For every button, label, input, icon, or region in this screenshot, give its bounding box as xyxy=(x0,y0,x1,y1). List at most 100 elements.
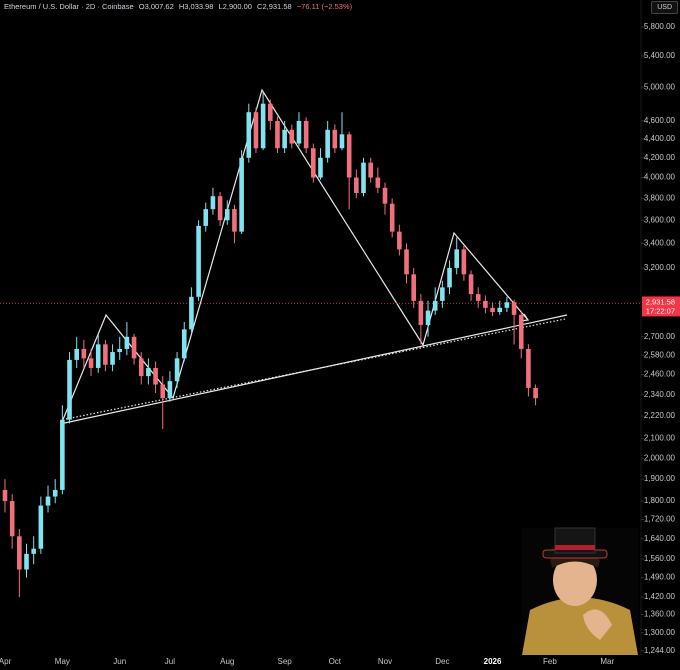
candle-body xyxy=(160,384,166,399)
candle-body xyxy=(239,157,244,232)
candle-body xyxy=(110,352,115,365)
candle-body xyxy=(526,348,531,388)
x-tick-label: 2026 xyxy=(484,657,502,666)
x-tick-label: Feb xyxy=(543,657,557,666)
candle-body xyxy=(174,358,180,382)
price-label-box xyxy=(642,296,680,317)
candle-body xyxy=(418,300,424,325)
y-tick-label: 3,400.00 xyxy=(644,238,676,247)
candle-body xyxy=(375,177,381,188)
candle-body xyxy=(389,203,395,232)
y-tick-label: 2,460.00 xyxy=(644,370,676,379)
candle-body xyxy=(361,162,366,194)
candle-body xyxy=(447,267,452,288)
candle-body xyxy=(454,249,460,268)
candle-body xyxy=(475,294,481,301)
candle-body xyxy=(511,302,517,315)
candle-body xyxy=(103,344,108,365)
candle-body xyxy=(296,120,302,144)
ohlc-low: L2,900.00 xyxy=(218,2,252,11)
x-tick-label: Mar xyxy=(600,657,614,666)
ohlc-high: H3,033.98 xyxy=(178,2,214,11)
candle-body xyxy=(74,348,79,360)
y-tick-label: 4,400.00 xyxy=(644,134,676,143)
y-tick-label: 3,800.00 xyxy=(644,193,676,202)
x-tick-label: Sep xyxy=(278,657,293,666)
y-tick-label: 1,720.00 xyxy=(644,515,676,524)
candle-body xyxy=(339,134,345,149)
candle-body xyxy=(45,496,51,506)
y-tick-label: 2,340.00 xyxy=(644,390,676,399)
candle-body xyxy=(95,344,101,368)
y-tick-label: 1,300.00 xyxy=(644,628,676,637)
candle-body xyxy=(81,348,87,359)
y-tick-label: 5,000.00 xyxy=(644,82,676,91)
candle-body xyxy=(124,336,130,349)
ohlc-close: C2,931.58 xyxy=(257,2,292,11)
candle-body xyxy=(282,129,287,149)
y-tick-label: 5,400.00 xyxy=(644,51,676,60)
y-tick-label: 3,200.00 xyxy=(644,263,676,272)
pattern-drawing xyxy=(59,88,568,425)
y-tick-label: 1,490.00 xyxy=(644,573,676,582)
candle-body xyxy=(117,348,123,353)
candle-body xyxy=(425,310,431,325)
candle-body xyxy=(411,274,416,301)
candle-body xyxy=(518,314,524,349)
y-tick-label: 2,220.00 xyxy=(644,411,676,420)
candle-body xyxy=(468,274,474,295)
candle-body xyxy=(203,209,209,226)
x-tick-label: Aug xyxy=(220,657,234,666)
candle-body xyxy=(60,419,65,490)
candle-body xyxy=(318,157,323,178)
avatar-face xyxy=(553,554,597,606)
y-tick-label: 2,000.00 xyxy=(644,453,676,462)
symbol-header: Ethereum / U.S. Dollar · 2D · Coinbase O… xyxy=(4,2,355,11)
candle-body xyxy=(440,287,445,301)
countdown-label: 17:22:07 xyxy=(646,306,675,315)
y-tick-label: 2,580.00 xyxy=(644,350,676,359)
avatar-hat-band xyxy=(555,545,595,550)
candle-body xyxy=(275,120,280,149)
candle-body xyxy=(146,367,151,377)
y-tick-label: 1,560.00 xyxy=(644,554,676,563)
candle-body xyxy=(9,501,15,537)
candle-body xyxy=(354,177,359,194)
candle-body xyxy=(346,134,352,178)
candle-body xyxy=(533,387,538,399)
currency-button[interactable]: USD xyxy=(651,1,678,14)
x-tick-label: Oct xyxy=(329,657,342,666)
symbol: Ethereum / U.S. Dollar · 2D · Coinbase xyxy=(4,2,134,11)
candle-body xyxy=(131,336,137,359)
ohlc-open: O3,007.62 xyxy=(138,2,174,11)
candle-body xyxy=(224,209,230,221)
candle-body xyxy=(483,300,488,308)
price-label: 2,931.58 xyxy=(646,297,675,306)
avatar-hand xyxy=(583,609,612,640)
y-tick-label: 4,000.00 xyxy=(644,173,676,182)
candle-body xyxy=(210,196,216,210)
avatar-suit xyxy=(522,597,638,655)
candle-body xyxy=(138,358,144,377)
y-tick-label: 4,600.00 xyxy=(644,116,676,125)
y-tick-label: 2,700.00 xyxy=(644,332,676,341)
candle-body xyxy=(88,358,94,368)
y-tick-label: 1,360.00 xyxy=(644,610,676,619)
ohlc-change: −76.11 (−2.53%) xyxy=(296,2,353,11)
avatar xyxy=(522,527,638,655)
candle-body xyxy=(2,489,8,502)
x-tick-label: Jun xyxy=(113,657,126,666)
candle-body xyxy=(52,489,58,497)
candle-body xyxy=(490,307,495,313)
candle-body xyxy=(217,196,223,221)
x-tick-label: Jul xyxy=(165,657,175,666)
candle-body xyxy=(189,296,194,330)
candle-body xyxy=(368,162,373,178)
candle-body xyxy=(246,112,252,158)
candle-body xyxy=(404,249,409,275)
candle-body xyxy=(311,148,316,178)
y-tick-label: 1,800.00 xyxy=(644,496,676,505)
candle-body xyxy=(260,103,266,149)
